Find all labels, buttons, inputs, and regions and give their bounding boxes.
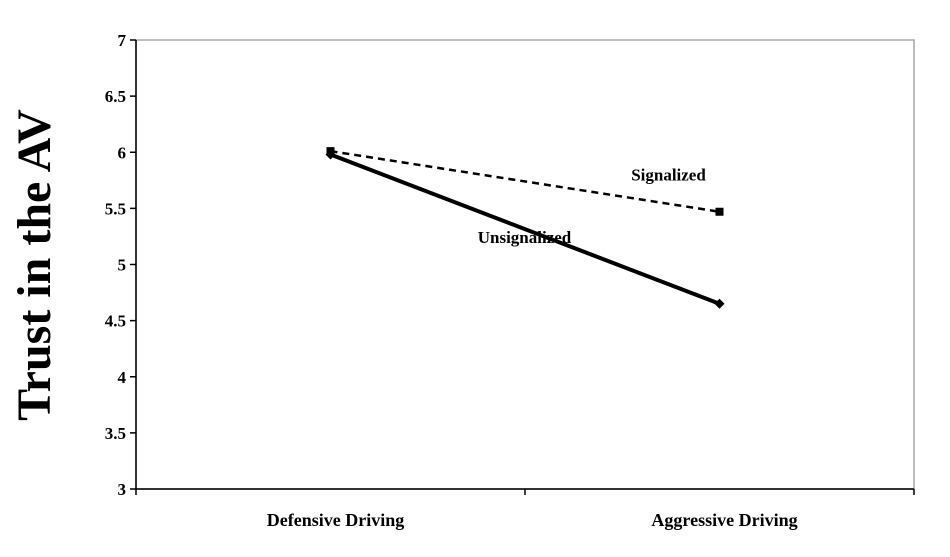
y-tick-label: 7 bbox=[118, 31, 127, 50]
y-tick-label: 6.5 bbox=[105, 87, 126, 106]
series-label-signalized: Signalized bbox=[631, 166, 706, 185]
y-tick-label: 4 bbox=[118, 368, 127, 387]
series-line-unsignalized bbox=[329, 152, 721, 306]
y-tick-label: 5 bbox=[118, 256, 127, 275]
data-point-unsignalized bbox=[714, 298, 725, 309]
plot-area bbox=[135, 39, 915, 490]
data-point-unsignalized bbox=[325, 149, 336, 160]
x-category-label: Defensive Driving bbox=[267, 510, 404, 530]
series-line-signalized bbox=[330, 149, 720, 213]
y-axis-title: Trust in the AV bbox=[8, 109, 61, 421]
y-axis: 3 3.5 4 4.5 5 5.5 6 6.5 7 bbox=[105, 31, 137, 499]
y-tick-label: 3 bbox=[118, 480, 127, 499]
x-axis: Defensive Driving Aggressive Driving bbox=[135, 488, 915, 530]
y-tick-label: 5.5 bbox=[105, 199, 126, 218]
x-category-label: Aggressive Driving bbox=[651, 510, 797, 530]
y-tick-label: 3.5 bbox=[105, 424, 126, 443]
y-tick-label: 6 bbox=[118, 143, 127, 162]
y-tick-label: 4.5 bbox=[105, 312, 126, 331]
series-label-unsignalized: Unsignalized bbox=[478, 228, 572, 247]
series-layer: Signalized Unsignalized bbox=[325, 147, 725, 309]
data-point-signalized bbox=[715, 207, 724, 216]
